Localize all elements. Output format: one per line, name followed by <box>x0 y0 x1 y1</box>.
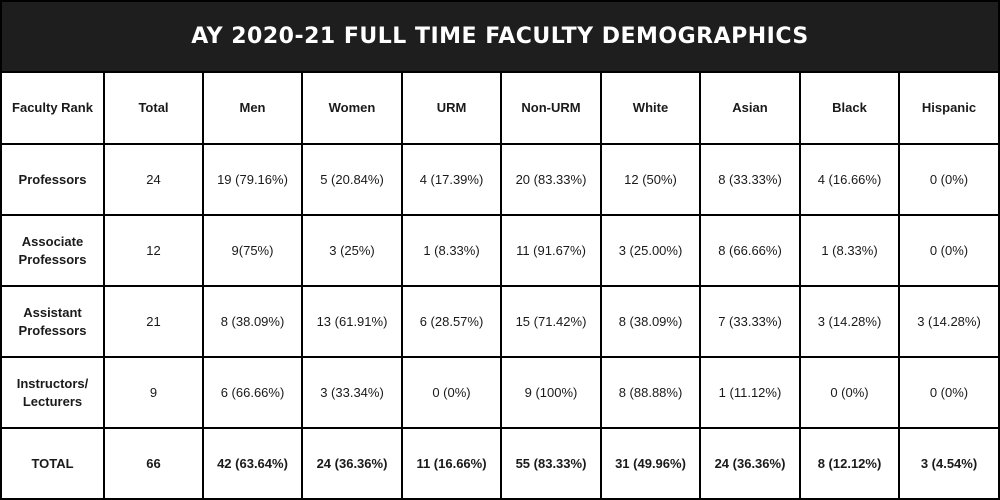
table-row: Instructors/ Lecturers 9 6 (66.66%) 3 (33.3… <box>2 356 998 429</box>
total-cell: 66 <box>103 427 204 499</box>
table-cell: 4 (17.39%) <box>401 143 502 216</box>
total-cell: 3 (4.54%) <box>898 427 998 499</box>
table-cell: 15 (71.42%) <box>500 285 602 358</box>
total-row: TOTAL 66 42 (63.64%) 24 (36.36%) 11 (16.66%)… <box>2 427 998 499</box>
rank-cell: Professors <box>2 143 105 216</box>
table-cell: 0 (0%) <box>401 356 502 429</box>
table-row: Assistant Professors 21 8 (38.09%) 13 (61.9… <box>2 285 998 358</box>
total-cell: 42 (63.64%) <box>202 427 303 499</box>
column-header: Faculty Rank <box>2 73 105 145</box>
rank-label: Assistant Professors <box>18 304 87 338</box>
page-title: AY 2020-21 FULL TIME FACULTY DEMOGRAPHIC… <box>191 24 809 49</box>
rank-label: Professors <box>18 171 87 187</box>
table-cell: 8 (38.09%) <box>600 285 701 358</box>
table-cell: 12 (50%) <box>600 143 701 216</box>
rank-cell: Associate Professors <box>2 214 105 287</box>
table-cell: 3 (25%) <box>301 214 403 287</box>
table-cell: 9 <box>103 356 204 429</box>
column-header: Women <box>301 73 403 145</box>
table-cell: 20 (83.33%) <box>500 143 602 216</box>
column-header: Black <box>799 73 900 145</box>
table-cell: 3 (25.00%) <box>600 214 701 287</box>
total-cell: 11 (16.66%) <box>401 427 502 499</box>
total-cell: 55 (83.33%) <box>500 427 602 499</box>
table-cell: 3 (14.28%) <box>898 285 998 358</box>
table-cell: 0 (0%) <box>898 356 998 429</box>
table-cell: 1 (8.33%) <box>799 214 900 287</box>
table-cell: 1 (11.12%) <box>699 356 801 429</box>
table-cell: 19 (79.16%) <box>202 143 303 216</box>
table-cell: 6 (66.66%) <box>202 356 303 429</box>
table-cell: 9 (100%) <box>500 356 602 429</box>
table-cell: 0 (0%) <box>799 356 900 429</box>
total-cell: 24 (36.36%) <box>699 427 801 499</box>
total-cell: 8 (12.12%) <box>799 427 900 499</box>
column-header: Non-URM <box>500 73 602 145</box>
title-bar: AY 2020-21 FULL TIME FACULTY DEMOGRAPHIC… <box>2 2 998 73</box>
table-cell: 5 (20.84%) <box>301 143 403 216</box>
table-cell: 21 <box>103 285 204 358</box>
table-cell: 1 (8.33%) <box>401 214 502 287</box>
rank-cell: Assistant Professors <box>2 285 105 358</box>
table-cell: 4 (16.66%) <box>799 143 900 216</box>
column-header: Asian <box>699 73 801 145</box>
column-header: Hispanic <box>898 73 998 145</box>
table-cell: 9(75%) <box>202 214 303 287</box>
table-cell: 0 (0%) <box>898 143 998 216</box>
column-header: White <box>600 73 701 145</box>
rank-cell: Instructors/ Lecturers <box>2 356 105 429</box>
header-row: Faculty Rank Total Men Women URM Non-URM White… <box>2 73 998 145</box>
table-cell: 8 (88.88%) <box>600 356 701 429</box>
table-cell: 3 (33.34%) <box>301 356 403 429</box>
table-cell: 8 (33.33%) <box>699 143 801 216</box>
table-row: Professors 24 19 (79.16%) 5 (20.84%) 4 (17.3… <box>2 143 998 216</box>
table-cell: 7 (33.33%) <box>699 285 801 358</box>
table-cell: 8 (66.66%) <box>699 214 801 287</box>
column-header: Total <box>103 73 204 145</box>
table-cell: 6 (28.57%) <box>401 285 502 358</box>
table-cell: 13 (61.91%) <box>301 285 403 358</box>
total-cell: 31 (49.96%) <box>600 427 701 499</box>
total-cell: 24 (36.36%) <box>301 427 403 499</box>
table-cell: 3 (14.28%) <box>799 285 900 358</box>
table-row: Associate Professors 12 9(75%) 3 (25%) 1 (8.… <box>2 214 998 287</box>
rank-label: Associate Professors <box>18 233 87 267</box>
table-cell: 0 (0%) <box>898 214 998 287</box>
demographics-table: Faculty Rank Total Men Women URM Non-URM White… <box>2 73 998 499</box>
table-cell: 12 <box>103 214 204 287</box>
column-header: URM <box>401 73 502 145</box>
table-cell: 11 (91.67%) <box>500 214 602 287</box>
rank-label: Instructors/ Lecturers <box>16 375 89 409</box>
total-label: TOTAL <box>2 427 105 499</box>
column-header: Men <box>202 73 303 145</box>
table-cell: 8 (38.09%) <box>202 285 303 358</box>
table-cell: 24 <box>103 143 204 216</box>
